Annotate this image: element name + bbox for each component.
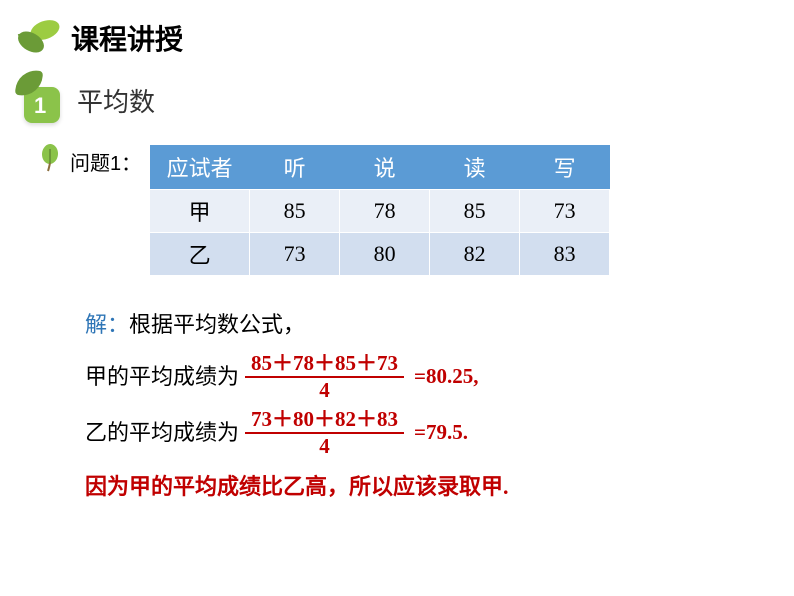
page-header: 课程讲授	[0, 0, 794, 58]
table-cell: 83	[520, 233, 610, 276]
table-header-cell: 应试者	[150, 145, 250, 190]
table-cell: 80	[340, 233, 430, 276]
section-header: 1 平均数	[0, 58, 794, 123]
fraction-1: 85＋78＋85＋73 4	[245, 352, 404, 402]
section-title: 平均数	[77, 82, 155, 119]
fraction-numerator: 85＋78＋85＋73	[245, 352, 404, 378]
avg-label-1: 甲的平均成绩为	[85, 356, 239, 398]
solution-prefix: 解：	[85, 312, 129, 337]
fraction-denominator: 4	[319, 434, 330, 458]
solution-block: 解：根据平均数公式， 甲的平均成绩为 85＋78＋85＋73 4 =80.25,…	[0, 276, 794, 508]
score-table: 应试者 听 说 读 写 甲 85 78 85 73 乙 73 80 82 83	[149, 145, 610, 276]
table-cell: 甲	[150, 190, 250, 233]
table-cell: 85	[250, 190, 340, 233]
table-cell: 82	[430, 233, 520, 276]
leaf-bullet-icon	[35, 143, 65, 173]
solution-conclusion: 因为甲的平均成绩比乙高，所以应该录取甲.	[85, 466, 794, 508]
section-number-icon: 1	[20, 78, 65, 123]
table-header-cell: 写	[520, 145, 610, 190]
table-header-row: 应试者 听 说 读 写	[150, 145, 610, 190]
table-cell: 78	[340, 190, 430, 233]
avg-row-2: 乙的平均成绩为 73＋80＋82＋83 4 =79.5.	[85, 408, 794, 458]
table-header-cell: 说	[340, 145, 430, 190]
section-number: 1	[34, 93, 46, 119]
header-logo-icon	[15, 18, 63, 58]
question-row: 问题1： 应试者 听 说 读 写 甲 85 78 85 73 乙 73 80	[0, 123, 794, 276]
solution-prompt: 解：根据平均数公式，	[85, 304, 794, 346]
solution-prompt-text: 根据平均数公式，	[129, 312, 305, 337]
table-row: 乙 73 80 82 83	[150, 233, 610, 276]
fraction-2: 73＋80＋82＋83 4	[245, 408, 404, 458]
avg-row-1: 甲的平均成绩为 85＋78＋85＋73 4 =80.25,	[85, 352, 794, 402]
fraction-result-2: =79.5.	[414, 413, 468, 453]
fraction-result-1: =80.25,	[414, 357, 478, 397]
fraction-numerator: 73＋80＋82＋83	[245, 408, 404, 434]
table-header-cell: 听	[250, 145, 340, 190]
table-cell: 85	[430, 190, 520, 233]
table-cell: 73	[250, 233, 340, 276]
table-row: 甲 85 78 85 73	[150, 190, 610, 233]
question-label: 问题1：	[70, 145, 141, 176]
avg-label-2: 乙的平均成绩为	[85, 412, 239, 454]
table-cell: 73	[520, 190, 610, 233]
fraction-denominator: 4	[319, 378, 330, 402]
table-cell: 乙	[150, 233, 250, 276]
table-header-cell: 读	[430, 145, 520, 190]
header-title: 课程讲授	[71, 18, 183, 58]
